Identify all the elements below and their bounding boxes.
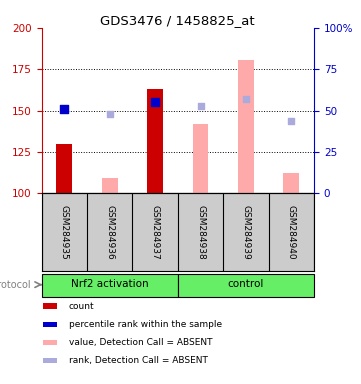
Point xyxy=(197,103,203,109)
Bar xyxy=(102,178,118,193)
Bar xyxy=(43,339,57,345)
Point xyxy=(243,96,249,102)
Title: GDS3476 / 1458825_at: GDS3476 / 1458825_at xyxy=(100,14,255,27)
Text: GSM284940: GSM284940 xyxy=(287,205,296,260)
Point xyxy=(61,106,67,112)
Bar xyxy=(178,274,314,297)
Text: Nrf2 activation: Nrf2 activation xyxy=(71,279,148,289)
Bar xyxy=(147,89,163,193)
Bar xyxy=(43,358,57,363)
Text: protocol: protocol xyxy=(0,280,31,290)
Text: rank, Detection Call = ABSENT: rank, Detection Call = ABSENT xyxy=(69,356,208,365)
Text: GSM284937: GSM284937 xyxy=(151,205,160,260)
Point xyxy=(288,118,294,124)
Text: GSM284938: GSM284938 xyxy=(196,205,205,260)
Bar xyxy=(42,274,178,297)
Bar xyxy=(56,144,72,193)
Bar xyxy=(192,124,208,193)
Bar xyxy=(283,173,299,193)
Bar xyxy=(43,321,57,327)
Point xyxy=(152,99,158,106)
Text: value, Detection Call = ABSENT: value, Detection Call = ABSENT xyxy=(69,338,212,347)
Point xyxy=(107,111,113,117)
Bar xyxy=(238,60,254,193)
Text: percentile rank within the sample: percentile rank within the sample xyxy=(69,320,222,329)
Text: GSM284939: GSM284939 xyxy=(242,205,251,260)
Text: control: control xyxy=(228,279,264,289)
Text: count: count xyxy=(69,302,94,311)
Text: GSM284935: GSM284935 xyxy=(60,205,69,260)
Text: GSM284936: GSM284936 xyxy=(105,205,114,260)
Bar xyxy=(43,303,57,309)
